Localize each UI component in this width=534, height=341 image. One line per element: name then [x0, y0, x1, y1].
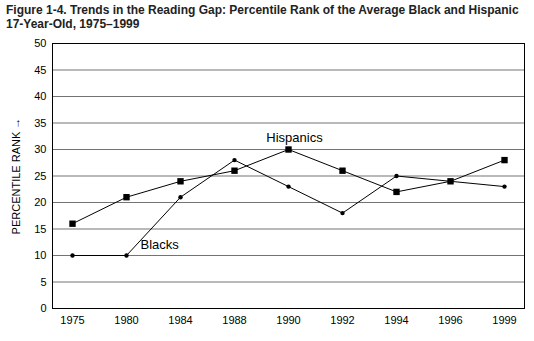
svg-text:1988: 1988 [222, 314, 246, 326]
svg-text:35: 35 [34, 117, 46, 129]
svg-text:40: 40 [34, 90, 46, 102]
svg-text:1975: 1975 [60, 314, 84, 326]
svg-text:45: 45 [34, 64, 46, 76]
svg-text:5: 5 [40, 276, 46, 288]
svg-text:0: 0 [40, 302, 46, 314]
svg-text:15: 15 [34, 223, 46, 235]
svg-text:1990: 1990 [276, 314, 300, 326]
svg-text:1999: 1999 [492, 314, 516, 326]
svg-text:Hispanics: Hispanics [266, 130, 323, 145]
svg-text:30: 30 [34, 143, 46, 155]
svg-text:50: 50 [34, 37, 46, 49]
svg-text:1994: 1994 [384, 314, 408, 326]
svg-text:1996: 1996 [438, 314, 462, 326]
svg-text:PERCENTILE RANK →: PERCENTILE RANK → [10, 118, 22, 235]
svg-text:Blacks: Blacks [141, 237, 180, 252]
html-text:Figure 1-4. Trends in the Read: Figure 1-4. Trends in the Reading Gap: P… [6, 3, 519, 31]
svg-text:10: 10 [34, 249, 46, 261]
svg-text:25: 25 [34, 170, 46, 182]
svg-text:1984: 1984 [168, 314, 192, 326]
svg-text:1992: 1992 [330, 314, 354, 326]
svg-text:1980: 1980 [114, 314, 138, 326]
svg-text:20: 20 [34, 196, 46, 208]
